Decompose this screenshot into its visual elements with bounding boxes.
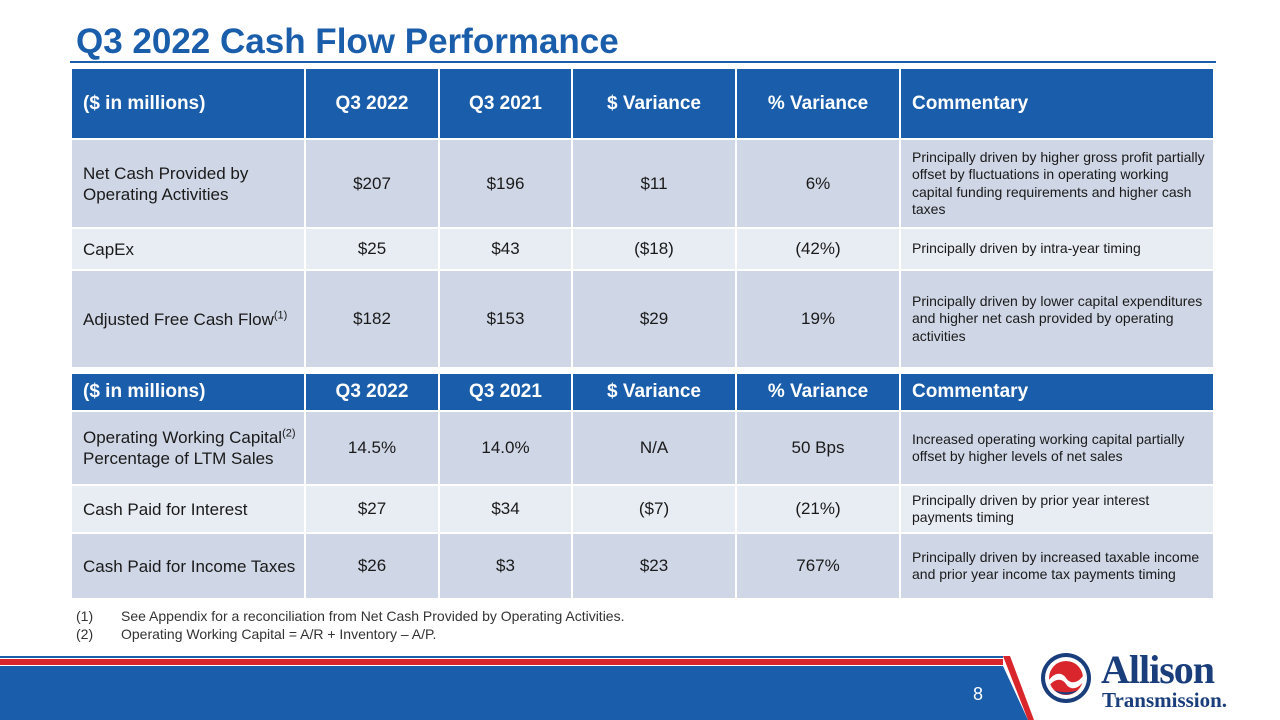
header-dollar-variance: $ Variance	[571, 67, 737, 140]
row-label: Net Cash Provided by Operating Activitie…	[70, 138, 306, 229]
table-row: Operating Working Capital(2) Percentage …	[70, 410, 1215, 486]
row-label: Adjusted Free Cash Flow(1)	[70, 269, 306, 369]
footnote-number: (2)	[76, 626, 94, 642]
table-row: CapEx $25 $43 ($18) (42%) Principally dr…	[70, 227, 1215, 271]
footer-band	[0, 656, 1034, 720]
cell-pct-variance: (21%)	[735, 484, 901, 534]
footnote-2: (2) Operating Working Capital = A/R + In…	[76, 625, 624, 643]
header-pct-variance: % Variance	[735, 372, 901, 412]
cell-q3-2021: $43	[438, 227, 573, 271]
header-commentary: Commentary	[899, 372, 1215, 412]
footnote-1: (1) See Appendix for a reconciliation fr…	[76, 607, 624, 625]
cell-dollar-variance: $23	[571, 532, 737, 600]
cell-q3-2021: $153	[438, 269, 573, 369]
table-row: Adjusted Free Cash Flow(1) $182 $153 $29…	[70, 269, 1215, 369]
row-label: Operating Working Capital(2) Percentage …	[70, 410, 306, 486]
allison-logo-wordmark: Allison Transmission.	[1101, 647, 1228, 712]
footnote-ref: (2)	[282, 427, 296, 440]
footnote-ref: (1)	[273, 308, 288, 321]
table-header-row: ($ in millions) Q3 2022 Q3 2021 $ Varian…	[70, 372, 1215, 412]
cell-pct-variance: 19%	[735, 269, 901, 369]
cell-dollar-variance: $11	[571, 138, 737, 229]
table-row: Net Cash Provided by Operating Activitie…	[70, 138, 1215, 229]
row-label-text-cont: Percentage of LTM Sales	[83, 449, 274, 468]
header-units: ($ in millions)	[70, 372, 306, 412]
row-label: Cash Paid for Income Taxes	[70, 532, 306, 600]
cash-flow-table: ($ in millions) Q3 2022 Q3 2021 $ Varian…	[70, 67, 1215, 369]
working-capital-table: ($ in millions) Q3 2022 Q3 2021 $ Varian…	[70, 372, 1215, 600]
cell-q3-2022: $26	[304, 532, 440, 600]
cell-q3-2022: $182	[304, 269, 440, 369]
cell-pct-variance: (42%)	[735, 227, 901, 271]
header-q3-2022: Q3 2022	[304, 67, 440, 140]
cell-pct-variance: 767%	[735, 532, 901, 600]
cell-commentary: Principally driven by higher gross profi…	[899, 138, 1215, 229]
header-q3-2021: Q3 2021	[438, 67, 573, 140]
cell-q3-2021: 14.0%	[438, 410, 573, 486]
cell-dollar-variance: ($7)	[571, 484, 737, 534]
title-underline	[70, 61, 1216, 63]
row-label-text: Adjusted Free Cash Flow	[83, 309, 274, 329]
cell-dollar-variance: ($18)	[571, 227, 737, 271]
table-row: Cash Paid for Interest $27 $34 ($7) (21%…	[70, 484, 1215, 534]
cell-pct-variance: 6%	[735, 138, 901, 229]
cell-q3-2021: $3	[438, 532, 573, 600]
allison-logo-icon	[1041, 653, 1091, 703]
cell-commentary: Principally driven by intra-year timing	[899, 227, 1215, 271]
cell-dollar-variance: N/A	[571, 410, 737, 486]
cell-q3-2021: $196	[438, 138, 573, 229]
header-q3-2021: Q3 2021	[438, 372, 573, 412]
cell-q3-2022: $27	[304, 484, 440, 534]
logo-text-transmission: Transmission.	[1102, 688, 1228, 712]
logo-text-allison: Allison	[1101, 647, 1215, 692]
cell-pct-variance: 50 Bps	[735, 410, 901, 486]
header-commentary: Commentary	[899, 67, 1215, 140]
footnote-text: Operating Working Capital = A/R + Invent…	[121, 626, 437, 642]
cell-commentary: Principally driven by increased taxable …	[899, 532, 1215, 600]
cell-q3-2021: $34	[438, 484, 573, 534]
cell-commentary: Increased operating working capital part…	[899, 410, 1215, 486]
row-label: Cash Paid for Interest	[70, 484, 306, 534]
header-q3-2022: Q3 2022	[304, 372, 440, 412]
table-row: Cash Paid for Income Taxes $26 $3 $23 76…	[70, 532, 1215, 600]
cell-q3-2022: 14.5%	[304, 410, 440, 486]
row-label-text: Operating Working Capital	[83, 428, 283, 447]
row-label: CapEx	[70, 227, 306, 271]
cell-dollar-variance: $29	[571, 269, 737, 369]
cell-q3-2022: $207	[304, 138, 440, 229]
header-pct-variance: % Variance	[735, 67, 901, 140]
cell-q3-2022: $25	[304, 227, 440, 271]
footnotes: (1) See Appendix for a reconciliation fr…	[76, 607, 624, 643]
page-title: Q3 2022 Cash Flow Performance	[76, 22, 619, 61]
footnote-text: See Appendix for a reconciliation from N…	[121, 608, 625, 624]
table-header-row: ($ in millions) Q3 2022 Q3 2021 $ Varian…	[70, 67, 1215, 140]
cell-commentary: Principally driven by prior year interes…	[899, 484, 1215, 534]
header-units: ($ in millions)	[70, 67, 306, 140]
cell-commentary: Principally driven by lower capital expe…	[899, 269, 1215, 369]
footnote-number: (1)	[76, 608, 94, 624]
header-dollar-variance: $ Variance	[571, 372, 737, 412]
page-number: 8	[973, 684, 984, 704]
